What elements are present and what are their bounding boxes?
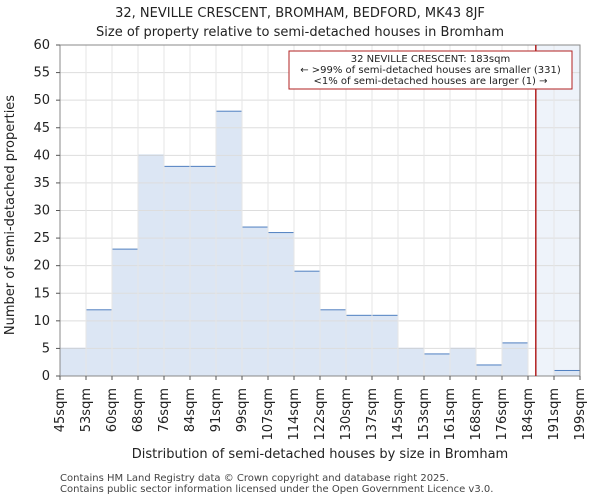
- x-tick-label: 76sqm: [157, 388, 172, 432]
- x-tick-label: 60sqm: [105, 388, 120, 432]
- x-tick-label: 176sqm: [495, 388, 510, 441]
- y-tick-label: 50: [33, 93, 50, 108]
- y-axis-label: Number of semi-detached properties: [3, 95, 18, 335]
- x-tick-label: 45sqm: [53, 388, 68, 432]
- x-tick-label: 91sqm: [209, 388, 224, 432]
- x-tick-label: 199sqm: [573, 388, 588, 441]
- y-tick-label: 25: [33, 231, 50, 246]
- x-tick-label: 53sqm: [79, 388, 94, 432]
- bar-107sqm: [267, 232, 295, 377]
- bar-53sqm: [85, 309, 113, 377]
- x-tick-label: 107sqm: [261, 388, 276, 441]
- x-axis-label: Distribution of semi-detached houses by …: [132, 447, 508, 462]
- x-tick-label: 130sqm: [339, 388, 354, 441]
- bar-99sqm: [241, 226, 269, 377]
- annotation-title: 32 NEVILLE CRESCENT: 183sqm: [351, 54, 510, 65]
- x-tick-label: 84sqm: [183, 388, 198, 432]
- annotation-smaller: ← >99% of semi-detached houses are small…: [300, 65, 561, 76]
- x-tick-label: 184sqm: [521, 388, 536, 441]
- annotation-larger: <1% of semi-detached houses are larger (…: [313, 76, 547, 87]
- bar-191sqm: [553, 369, 581, 377]
- bar-161sqm: [449, 347, 477, 377]
- y-tick-label: 20: [33, 259, 50, 274]
- bar-122sqm: [319, 309, 347, 377]
- annotation-box: [288, 50, 573, 90]
- bar-114sqm: [293, 270, 321, 377]
- bar-60sqm: [111, 248, 139, 377]
- chart-subtitle: Size of property relative to semi-detach…: [96, 25, 504, 40]
- x-tick-label: 191sqm: [547, 388, 562, 441]
- y-tick-label: 45: [33, 121, 50, 136]
- footer-copyright: Contains HM Land Registry data © Crown c…: [60, 473, 449, 484]
- x-tick-label: 153sqm: [417, 388, 432, 441]
- bar-130sqm: [345, 314, 373, 377]
- bar-168sqm: [475, 364, 503, 377]
- y-tick-label: 10: [33, 314, 50, 329]
- bar-137sqm: [371, 314, 399, 377]
- chart-title: 32, NEVILLE CRESCENT, BROMHAM, BEDFORD, …: [115, 6, 485, 21]
- x-tick-label: 168sqm: [469, 388, 484, 441]
- y-tick-label: 0: [42, 369, 50, 384]
- bar-45sqm: [59, 347, 87, 377]
- y-tick-label: 35: [33, 176, 50, 191]
- bar-145sqm: [397, 347, 425, 377]
- bar-91sqm: [215, 110, 243, 377]
- bar-153sqm: [423, 353, 451, 377]
- x-tick-label: 99sqm: [235, 388, 250, 432]
- x-tick-label: 68sqm: [131, 388, 146, 432]
- y-tick-label: 5: [42, 341, 50, 356]
- bar-76sqm: [163, 165, 191, 377]
- y-tick-label: 60: [33, 38, 50, 53]
- y-tick-label: 40: [33, 148, 50, 163]
- x-tick-label: 137sqm: [365, 388, 380, 441]
- bar-176sqm: [501, 342, 529, 377]
- y-tick-label: 15: [33, 286, 50, 301]
- footer-licence: Contains public sector information licen…: [60, 484, 494, 495]
- x-tick-label: 161sqm: [443, 388, 458, 441]
- x-tick-label: 145sqm: [391, 388, 406, 441]
- bar-84sqm: [189, 165, 217, 377]
- x-tick-label: 114sqm: [287, 388, 302, 441]
- x-tick-label: 122sqm: [313, 388, 328, 441]
- y-tick-label: 55: [33, 66, 50, 81]
- y-tick-label: 30: [33, 204, 50, 219]
